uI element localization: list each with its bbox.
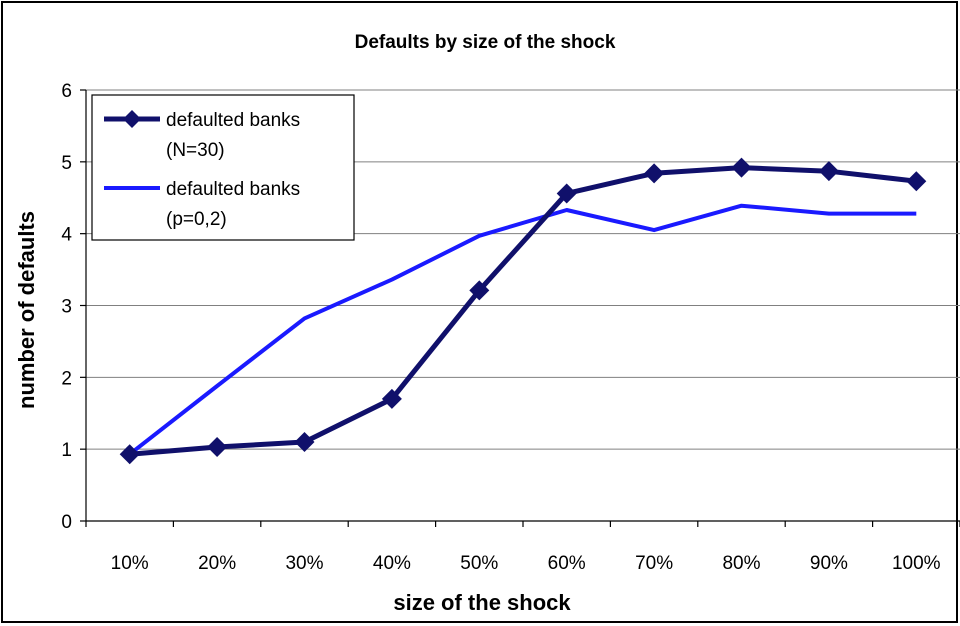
data-point xyxy=(818,161,839,182)
data-point xyxy=(556,183,577,204)
series-lines xyxy=(119,157,927,465)
data-point xyxy=(906,171,927,192)
data-point xyxy=(469,280,490,301)
chart-title: Defaults by size of the shock xyxy=(355,32,616,53)
legend-label-series-2-line-1: defaulted banks xyxy=(166,179,300,200)
data-point xyxy=(207,437,228,458)
legend: defaulted banks (N=30) defaulted banks (… xyxy=(91,94,355,241)
y-axis-ticks: 0 1 2 3 4 5 6 xyxy=(61,81,86,533)
y-tick-label: 0 xyxy=(61,512,72,533)
data-point xyxy=(119,444,140,465)
y-axis-label: number of defaults xyxy=(14,211,39,409)
series-line-1 xyxy=(129,165,917,457)
x-tick-label: 10% xyxy=(111,553,149,574)
y-tick-label: 5 xyxy=(61,153,72,174)
x-axis-ticks: 10% 20% 30% 40% 50% 60% 70% 80% 90% 100% xyxy=(85,521,960,574)
series-line-2 xyxy=(128,203,917,456)
y-tick-label: 6 xyxy=(61,81,72,102)
data-point xyxy=(731,157,752,178)
x-tick-label: 50% xyxy=(460,553,498,574)
legend-swatch-series-1 xyxy=(104,110,160,128)
legend-label-series-1-line-1: defaulted banks xyxy=(166,110,300,131)
data-point xyxy=(294,431,315,452)
x-tick-label: 30% xyxy=(285,553,323,574)
data-point xyxy=(381,388,402,409)
x-tick-label: 80% xyxy=(722,553,760,574)
legend-label-series-1-line-2: (N=30) xyxy=(166,140,225,161)
y-tick-label: 3 xyxy=(61,297,72,318)
y-tick-label: 2 xyxy=(61,368,72,389)
data-point xyxy=(644,163,665,184)
x-tick-label: 40% xyxy=(373,553,411,574)
legend-label-series-2-line-2: (p=0,2) xyxy=(166,209,227,230)
x-axis-label: size of the shock xyxy=(393,590,571,615)
y-tick-label: 4 xyxy=(61,225,72,246)
x-tick-label: 90% xyxy=(810,553,848,574)
x-tick-label: 70% xyxy=(635,553,673,574)
y-tick-label: 1 xyxy=(61,440,72,461)
x-tick-label: 20% xyxy=(198,553,236,574)
x-tick-label: 60% xyxy=(548,553,586,574)
x-tick-label: 100% xyxy=(892,553,941,574)
